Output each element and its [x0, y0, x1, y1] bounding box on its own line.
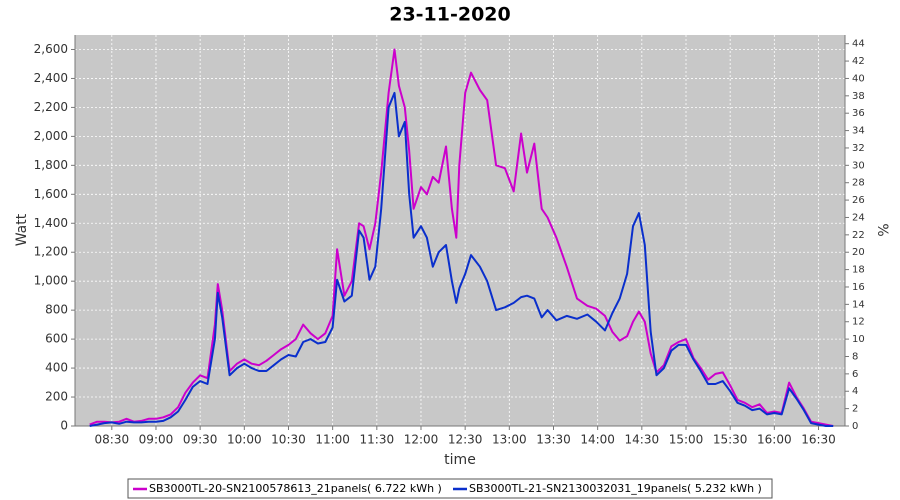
x-tick-label: 10:00: [227, 433, 262, 447]
y2-tick-label: 20: [852, 247, 865, 258]
y-tick-label: 2,600: [34, 42, 68, 56]
legend: [127, 478, 773, 499]
x-tick-label: 11:30: [360, 433, 395, 447]
y2-tick-label: 38: [852, 91, 865, 102]
x-axis-label: time: [444, 452, 476, 468]
legend-label: SB3000TL-21-SN2130032031_19panels( 5.232…: [469, 482, 762, 495]
y2-tick-label: 6: [852, 369, 858, 380]
x-tick-label: 09:00: [139, 433, 174, 447]
y-tick-label: 2,200: [34, 100, 68, 114]
x-tick-label: 11:00: [315, 433, 350, 447]
y2-tick-label: 24: [852, 212, 865, 223]
y-tick-label: 2,000: [34, 129, 68, 143]
y2-tick-label: 8: [852, 351, 858, 362]
y2-tick-label: 2: [852, 404, 858, 415]
x-tick-label: 10:30: [271, 433, 306, 447]
y2-tick-label: 4: [852, 386, 858, 397]
x-tick-label: 13:00: [492, 433, 527, 447]
y-axis-label: Watt: [14, 213, 30, 246]
y2-tick-label: 16: [852, 282, 865, 293]
y2-tick-label: 0: [852, 421, 858, 432]
chart-title: 23-11-2020: [389, 4, 511, 26]
x-tick-label: 14:00: [580, 433, 615, 447]
y-tick-label: 400: [45, 361, 68, 375]
x-tick-label: 09:30: [183, 433, 218, 447]
y-tick-label: 1,200: [34, 245, 68, 259]
y2-tick-label: 44: [852, 39, 865, 50]
y2-tick-label: 14: [852, 299, 865, 310]
x-tick-label: 12:00: [404, 433, 439, 447]
plot-area: [75, 35, 845, 426]
y2-tick-label: 18: [852, 265, 865, 276]
y-tick-label: 1,600: [34, 187, 68, 201]
x-tick-label: 15:30: [713, 433, 748, 447]
x-tick-label: 13:30: [536, 433, 571, 447]
y2-tick-label: 32: [852, 143, 865, 154]
y-tick-label: 200: [45, 390, 68, 404]
y2-tick-label: 30: [852, 160, 865, 171]
x-tick-label: 14:30: [625, 433, 660, 447]
y-tick-label: 0: [60, 419, 68, 433]
x-tick-label: 12:30: [448, 433, 483, 447]
y-tick-label: 600: [45, 332, 68, 346]
y-tick-label: 2,400: [34, 71, 68, 85]
x-tick-label: 16:30: [801, 433, 836, 447]
y2-tick-label: 22: [852, 230, 865, 241]
y2-tick-label: 34: [852, 126, 865, 137]
series-line: [89, 91, 834, 427]
y2-tick-label: 26: [852, 195, 865, 206]
x-tick-label: 15:00: [669, 433, 704, 447]
legend-label: SB3000TL-20-SN2100578613_21panels( 6.722…: [149, 482, 442, 495]
y2-tick-label: 40: [852, 73, 865, 84]
y2-tick-label: 42: [852, 56, 865, 67]
y-tick-label: 1,000: [34, 274, 68, 288]
y-tick-label: 800: [45, 303, 68, 317]
y-tick-label: 1,800: [34, 158, 68, 172]
y2-tick-label: 28: [852, 178, 865, 189]
x-tick-label: 08:30: [95, 433, 130, 447]
y2-tick-label: 10: [852, 334, 865, 345]
y2-tick-label: 12: [852, 317, 865, 328]
x-tick-label: 16:00: [757, 433, 792, 447]
y-tick-label: 1,400: [34, 216, 68, 230]
y2-axis-label: %: [874, 223, 890, 236]
y2-tick-label: 36: [852, 108, 865, 119]
